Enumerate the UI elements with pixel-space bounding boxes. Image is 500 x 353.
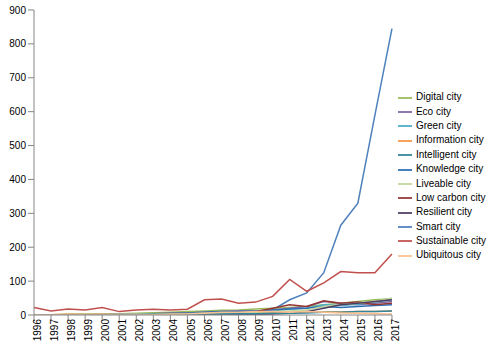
html-text:Knowledge city: Knowledge city [416,163,484,175]
svg-text:2010: 2010 [271,319,282,342]
svg-text:100: 100 [9,276,26,287]
svg-text:2013: 2013 [322,319,333,342]
svg-text:400: 400 [9,174,26,185]
html-text:Resilient city: Resilient city [416,206,473,218]
svg-text:2006: 2006 [203,319,214,342]
svg-text:2001: 2001 [117,319,128,342]
svg-text:2007: 2007 [220,319,231,342]
html-text:Green city: Green city [416,120,462,132]
html-text:Smart city: Smart city [416,220,461,232]
svg-text:2012: 2012 [305,319,316,342]
svg-text:500: 500 [9,140,26,151]
svg-text:0: 0 [20,310,26,321]
svg-text:600: 600 [9,106,26,117]
html-text:Digital city: Digital city [416,91,462,103]
svg-text:2004: 2004 [168,319,179,342]
svg-text:2011: 2011 [288,319,299,341]
svg-text:2009: 2009 [254,319,265,342]
html-text:Low carbon city: Low carbon city [416,191,486,203]
svg-text:2008: 2008 [237,319,248,342]
html-text:Sustainable city: Sustainable city [416,234,486,246]
html-text:Intelligent city: Intelligent city [416,148,477,160]
svg-text:2015: 2015 [356,319,367,342]
html-text:Ubiquitous city: Ubiquitous city [416,249,481,261]
svg-text:300: 300 [9,208,26,219]
html-text:Eco city: Eco city [416,105,451,117]
svg-text:700: 700 [9,72,26,83]
html-text:Information city: Information city [416,134,484,146]
svg-text:2014: 2014 [339,319,350,342]
svg-text:1997: 1997 [49,319,60,342]
svg-text:1996: 1996 [32,319,43,342]
svg-text:800: 800 [9,38,26,49]
svg-text:2005: 2005 [186,319,197,342]
html-text:Liveable city: Liveable city [416,177,471,189]
svg-text:2000: 2000 [100,319,111,342]
svg-text:2016: 2016 [373,319,384,342]
svg-text:2002: 2002 [134,319,145,342]
svg-text:2003: 2003 [151,319,162,342]
svg-text:1999: 1999 [83,319,94,342]
svg-text:1998: 1998 [66,319,77,342]
svg-text:2017: 2017 [390,319,401,342]
svg-text:200: 200 [9,242,26,253]
svg-text:900: 900 [9,5,26,16]
